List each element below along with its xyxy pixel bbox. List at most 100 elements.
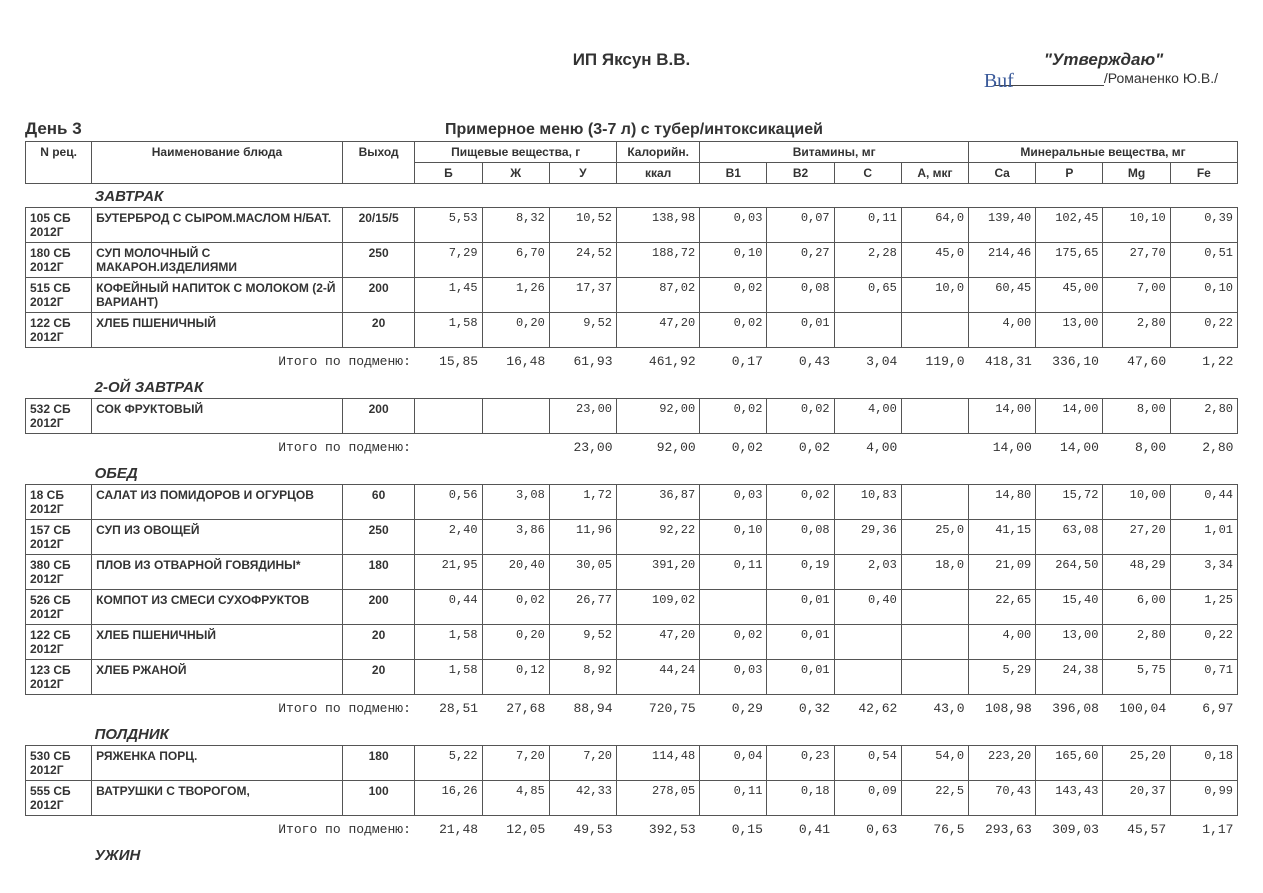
subtotal-value: 0,63 [834, 816, 901, 844]
subtotal-row: Итого по подменю:23,0092,000,020,024,001… [26, 434, 1238, 462]
cell-value: 4,00 [834, 399, 901, 434]
cell-rec: 515 СБ 2012Г [26, 278, 92, 313]
cell-rec: 105 СБ 2012Г [26, 208, 92, 243]
cell-value: 0,07 [767, 208, 834, 243]
cell-value: 11,96 [549, 520, 616, 555]
cell-value: 0,56 [415, 485, 482, 520]
cell-value: 0,65 [834, 278, 901, 313]
col-vitamins-group: Витамины, мг [700, 142, 969, 163]
cell-value: 0,39 [1170, 208, 1237, 243]
cell-value: 0,71 [1170, 660, 1237, 695]
cell-value: 175,65 [1036, 243, 1103, 278]
cell-value: 2,40 [415, 520, 482, 555]
cell-value: 36,87 [617, 485, 700, 520]
section-title: ОБЕД [92, 461, 1238, 485]
col-b1: B1 [700, 163, 767, 184]
cell-value: 10,83 [834, 485, 901, 520]
subtotal-value: 0,29 [700, 695, 767, 723]
cell-value: 22,5 [901, 781, 968, 816]
cell-value: 109,02 [617, 590, 700, 625]
col-p: P [1036, 163, 1103, 184]
cell-value: 0,03 [700, 485, 767, 520]
table-row: 555 СБ 2012ГВАТРУШКИ С ТВОРОГОМ,10016,26… [26, 781, 1238, 816]
cell-value: 0,10 [700, 520, 767, 555]
col-ca: Ca [969, 163, 1036, 184]
cell-value: 0,19 [767, 555, 834, 590]
col-c: C [834, 163, 901, 184]
section-header: ПОЛДНИК [26, 722, 1238, 746]
cell-value [415, 399, 482, 434]
cell-value: 20,40 [482, 555, 549, 590]
cell-value: 0,99 [1170, 781, 1237, 816]
cell-rec: 555 СБ 2012Г [26, 781, 92, 816]
cell-value: 165,60 [1036, 746, 1103, 781]
cell-value: 0,27 [767, 243, 834, 278]
cell-name: ВАТРУШКИ С ТВОРОГОМ, [92, 781, 343, 816]
subtotal-value: 92,00 [617, 434, 700, 462]
cell-value: 4,00 [969, 313, 1036, 348]
cell-value: 8,92 [549, 660, 616, 695]
subtotal-value: 49,53 [549, 816, 616, 844]
cell-value: 22,65 [969, 590, 1036, 625]
cell-value: 1,58 [415, 313, 482, 348]
cell-value: 0,01 [767, 660, 834, 695]
cell-value [482, 399, 549, 434]
approval-label: "Утверждаю" [1044, 50, 1218, 70]
cell-value: 64,0 [901, 208, 968, 243]
subtotal-value: 16,48 [482, 348, 549, 376]
subtotal-value: 1,22 [1170, 348, 1237, 376]
cell-value: 47,20 [617, 313, 700, 348]
subtotal-value: 108,98 [969, 695, 1036, 723]
subtotal-value: 0,32 [767, 695, 834, 723]
section-empty-cell [26, 375, 92, 399]
cell-value: 42,33 [549, 781, 616, 816]
cell-value: 23,00 [549, 399, 616, 434]
cell-value [700, 590, 767, 625]
cell-rec: 532 СБ 2012Г [26, 399, 92, 434]
cell-value: 0,02 [700, 313, 767, 348]
subtotal-value: 12,05 [482, 816, 549, 844]
cell-value: 25,0 [901, 520, 968, 555]
cell-value [901, 660, 968, 695]
subtotal-value [415, 434, 482, 462]
cell-value: 188,72 [617, 243, 700, 278]
cell-value: 2,80 [1103, 625, 1170, 660]
table-row: 123 СБ 2012ГХЛЕБ РЖАНОЙ201,580,128,9244,… [26, 660, 1238, 695]
cell-value: 10,0 [901, 278, 968, 313]
col-rec: N рец. [26, 142, 92, 184]
cell-value: 0,11 [834, 208, 901, 243]
cell-name: СУП МОЛОЧНЫЙ С МАКАРОН.ИЗДЕЛИЯМИ [92, 243, 343, 278]
subtotal-label: Итого по подменю: [26, 816, 415, 844]
cell-value [834, 313, 901, 348]
cell-value: 1,45 [415, 278, 482, 313]
cell-value: 27,20 [1103, 520, 1170, 555]
cell-value: 10,00 [1103, 485, 1170, 520]
table-body: ЗАВТРАК105 СБ 2012ГБУТЕРБРОД С СЫРОМ.МАС… [26, 184, 1238, 867]
cell-value: 41,15 [969, 520, 1036, 555]
cell-name: КОМПОТ ИЗ СМЕСИ СУХОФРУКТОВ [92, 590, 343, 625]
subtotal-value: 27,68 [482, 695, 549, 723]
col-kcal: ккал [617, 163, 700, 184]
cell-value: 0,44 [415, 590, 482, 625]
cell-rec: 122 СБ 2012Г [26, 313, 92, 348]
cell-value: 24,38 [1036, 660, 1103, 695]
table-row: 532 СБ 2012ГСОК ФРУКТОВЫЙ20023,0092,000,… [26, 399, 1238, 434]
cell-value: 4,00 [969, 625, 1036, 660]
col-fe: Fe [1170, 163, 1237, 184]
section-empty-cell [26, 843, 92, 866]
cell-value: 0,18 [767, 781, 834, 816]
cell-value: 143,43 [1036, 781, 1103, 816]
cell-value: 0,01 [767, 625, 834, 660]
col-yield: Выход [342, 142, 415, 184]
approval-block: "Утверждаю" Buf/Романенко Ю.В./ [994, 50, 1218, 86]
cell-value: 3,86 [482, 520, 549, 555]
col-cal-group: Калорийн. [617, 142, 700, 163]
cell-value: 5,53 [415, 208, 482, 243]
cell-value: 54,0 [901, 746, 968, 781]
cell-name: СОК ФРУКТОВЫЙ [92, 399, 343, 434]
subtotal-value: 336,10 [1036, 348, 1103, 376]
cell-value: 29,36 [834, 520, 901, 555]
cell-value [901, 399, 968, 434]
section-title: ЗАВТРАК [92, 184, 1238, 208]
cell-value: 5,29 [969, 660, 1036, 695]
